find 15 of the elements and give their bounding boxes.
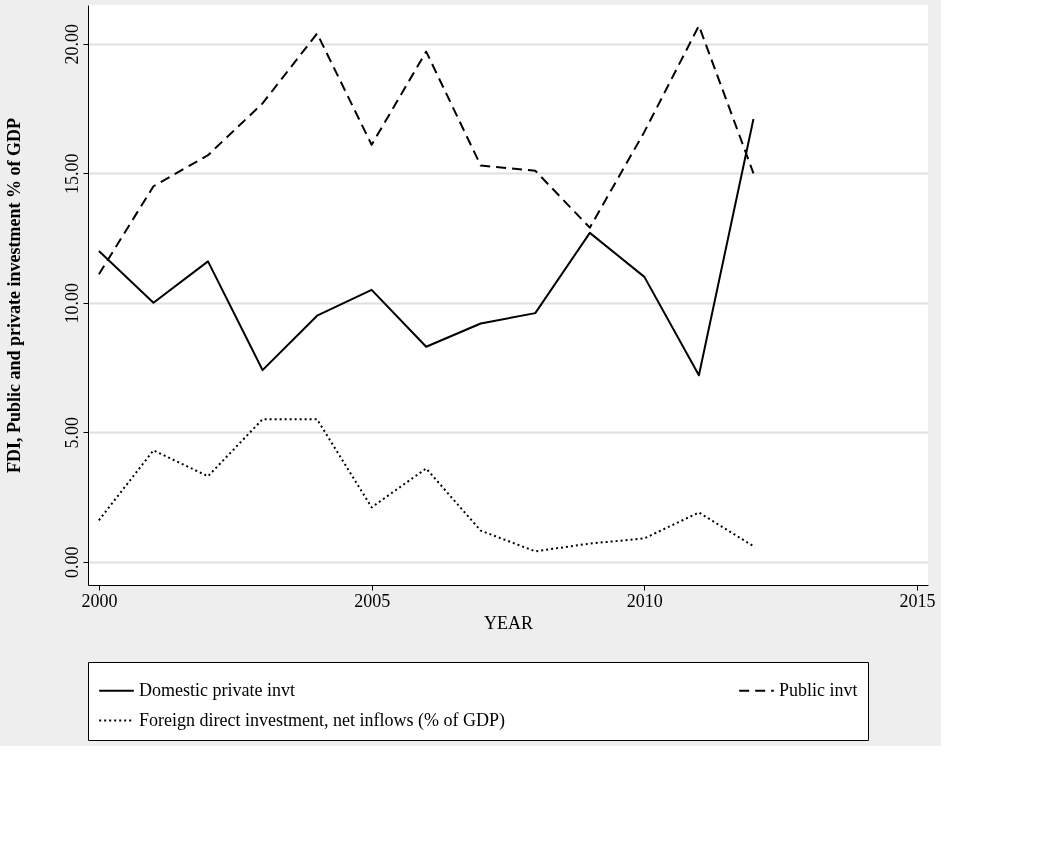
legend-label: Domestic private invt (139, 679, 295, 700)
y-tick-label: 20.00 (61, 24, 82, 65)
x-tick-label: 2015 (899, 590, 936, 611)
y-tick-label: 5.00 (61, 416, 82, 449)
y-tick-label: 0.00 (61, 546, 82, 578)
line-series (97, 418, 755, 553)
x-axis-title: YEAR (484, 612, 533, 633)
y-tick-label: 15.00 (61, 153, 82, 195)
x-tick-label: 2010 (626, 590, 663, 611)
legend-label: Public invt (779, 679, 858, 700)
legend-label: Foreign direct investment, net inflows (% of GDP) (139, 709, 505, 731)
x-tick-label: 2000 (81, 590, 118, 611)
y-tick-label: 10.00 (61, 283, 82, 324)
x-tick-label: 2005 (354, 590, 391, 611)
y-axis-title: FDI, Public and private investment % of GDP (3, 118, 24, 473)
